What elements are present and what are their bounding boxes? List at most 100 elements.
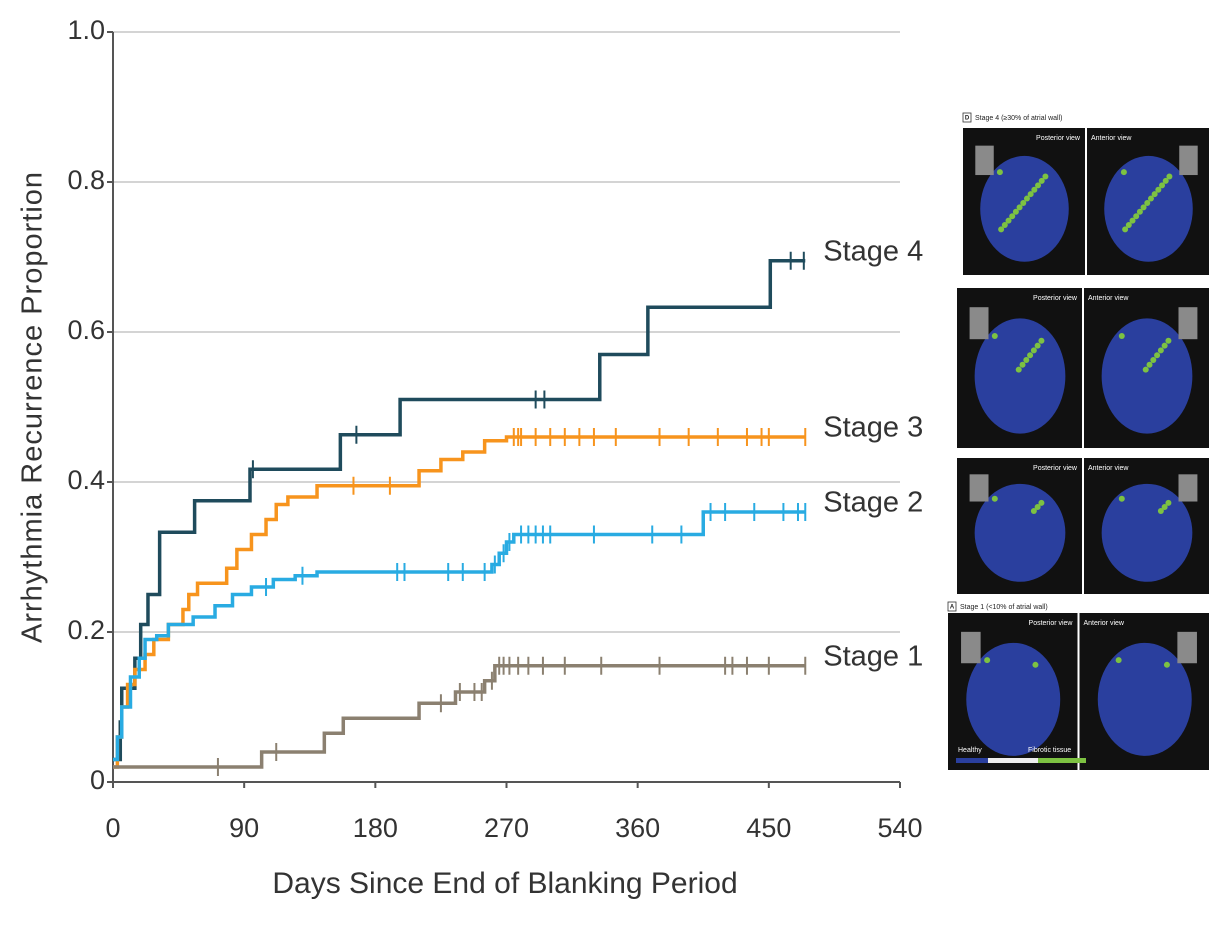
y-tick-label: 0.8: [67, 165, 105, 195]
x-tick-label: 540: [877, 813, 922, 843]
fibrosis-spot: [1147, 195, 1154, 202]
view-label: Anterior view: [1088, 465, 1129, 472]
fibrosis-spot: [1020, 199, 1027, 206]
vein: [1177, 631, 1197, 664]
fibrosis-spot: [1133, 213, 1140, 220]
km-curve: [113, 510, 806, 762]
fibrosis-spot: [1034, 503, 1041, 510]
x-tick-label: 180: [353, 813, 398, 843]
fibrosis-spot: [1001, 222, 1008, 229]
fibrosis-spot: [1140, 204, 1147, 211]
fibrosis-spot: [1016, 204, 1023, 211]
scale-bar-end: [1038, 758, 1086, 763]
atrium-shape: [1104, 155, 1193, 262]
y-tick-label: 1.0: [67, 15, 105, 45]
fibrosis-spot: [1032, 661, 1039, 668]
fibrosis-spot: [991, 333, 998, 339]
x-tick-label: 0: [105, 813, 120, 843]
fibrosis-spot: [1157, 508, 1164, 515]
series-label: Stage 2: [823, 487, 923, 519]
fibrosis-spot: [984, 657, 991, 664]
fibrosis-spot: [1165, 337, 1172, 344]
fibrosis-spot: [1157, 347, 1164, 354]
panel-letter-box: [962, 112, 972, 123]
atrium-shape: [1101, 483, 1193, 582]
fibrosis-spot: [1159, 182, 1166, 189]
fibrosis-spot: [991, 495, 998, 502]
fibrosis-spot: [1146, 361, 1153, 368]
fibrosis-spot: [1161, 342, 1168, 349]
fibrosis-spot: [1118, 495, 1125, 502]
vein: [1178, 474, 1198, 502]
panel-caption: Stage 1 (<10% of atrial wall): [960, 604, 1048, 611]
atrium-shape: [1097, 642, 1192, 756]
y-tick-label: 0.2: [67, 615, 105, 645]
y-tick-label: 0.4: [67, 465, 105, 495]
view-label: Anterior view: [1084, 620, 1125, 627]
fibrosis-spot: [1012, 208, 1019, 215]
atrium-shape: [974, 483, 1066, 582]
scale-label: Fibrotic tissue: [1028, 747, 1071, 754]
vein: [969, 474, 989, 502]
km-curve: [113, 664, 806, 769]
fibrosis-spot: [1165, 499, 1172, 506]
view-label: Anterior view: [1088, 295, 1129, 302]
atrium-shape: [980, 155, 1069, 262]
fibrosis-spot: [1154, 352, 1161, 359]
scale-bar-mid: [988, 758, 1038, 763]
fibrosis-spot: [1030, 347, 1037, 354]
fibrosis-spot: [1031, 186, 1038, 193]
fibrosis-spot: [1120, 169, 1127, 176]
fibrosis-spot: [1005, 217, 1012, 224]
fibrosis-spot: [1035, 182, 1042, 189]
fibrosis-spot: [1042, 173, 1049, 180]
fibrosis-spot: [1166, 173, 1173, 180]
fibrosis-spot: [1038, 177, 1045, 184]
vein: [1179, 145, 1198, 176]
fibrosis-spot: [1155, 186, 1162, 193]
fibrosis-spot: [1019, 361, 1026, 368]
fibrosis-spot: [1038, 337, 1045, 344]
atrium-shape: [966, 642, 1061, 756]
vein: [975, 145, 994, 176]
image-panels: D Stage 4 (≥30% of atrial wall) Posterior …: [947, 112, 1209, 770]
x-tick-label: 360: [615, 813, 660, 843]
fibrosis-spot: [1027, 352, 1034, 359]
fibrosis-spot: [1009, 213, 1016, 220]
series-label: Stage 4: [823, 235, 923, 267]
fibrosis-spot: [1122, 226, 1129, 233]
y-axis-label: Arrhythmia Recurrence Proportion: [17, 171, 49, 643]
fibrosis-spot: [1027, 191, 1034, 198]
y-tick-label: 0: [90, 765, 105, 795]
fibrosis-spot: [1023, 357, 1030, 363]
fibrosis-spot: [1034, 342, 1041, 349]
km-curve: [113, 435, 806, 769]
vein: [1178, 307, 1198, 340]
fibrosis-spot: [1125, 222, 1132, 229]
x-tick-label: 450: [746, 813, 791, 843]
fibrosis-spot: [1115, 657, 1122, 664]
fibrosis-spot: [1023, 195, 1030, 202]
fibrosis-spot: [996, 169, 1003, 176]
fibrosis-spot: [1129, 217, 1136, 224]
panel-letter-box: [947, 601, 957, 612]
view-label: Posterior view: [1036, 135, 1081, 142]
fibrosis-spot: [1118, 333, 1125, 339]
y-tick-label: 0.6: [67, 315, 105, 345]
view-label: Anterior view: [1091, 135, 1132, 142]
vein: [969, 307, 989, 340]
x-tick-label: 270: [484, 813, 529, 843]
fibrosis-spot: [1163, 661, 1170, 668]
fibrosis-spot: [1162, 177, 1169, 184]
view-label: Posterior view: [1033, 465, 1078, 472]
panel-letter: A: [950, 605, 955, 611]
fibrosis-spot: [1030, 508, 1037, 515]
fibrosis-spot: [1161, 503, 1168, 510]
vein: [961, 631, 981, 664]
atrium-shape: [1101, 318, 1193, 434]
fibrosis-spot: [1038, 499, 1045, 506]
x-tick-label: 90: [229, 813, 259, 843]
scale-label: Healthy: [958, 747, 982, 754]
panel-letter: D: [965, 116, 970, 122]
